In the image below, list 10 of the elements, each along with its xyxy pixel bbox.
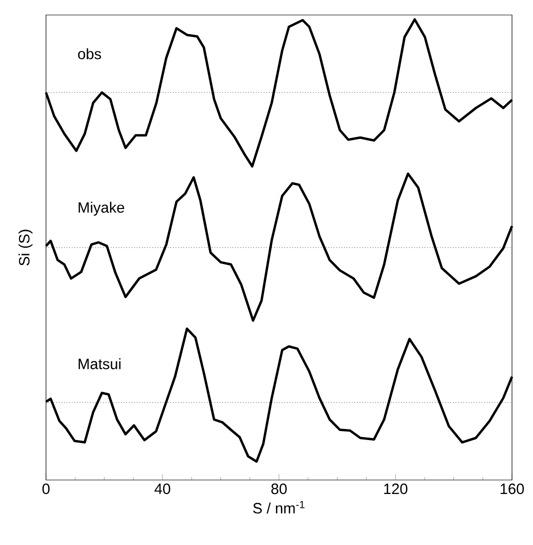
x-tick-label: 80 [271,484,287,494]
series-label: Matsui [78,358,120,370]
x-tick-label: 0 [42,484,50,494]
x-tick-label: 160 [500,484,524,494]
x-tick-label: 40 [154,484,170,494]
text: Miyake [78,202,124,216]
text: obs [78,48,102,60]
x-tick-label: 120 [384,484,408,494]
y-axis-title: Si (S) [18,230,32,266]
x-axis-title: S / nm$^{-1}$ [253,500,304,514]
